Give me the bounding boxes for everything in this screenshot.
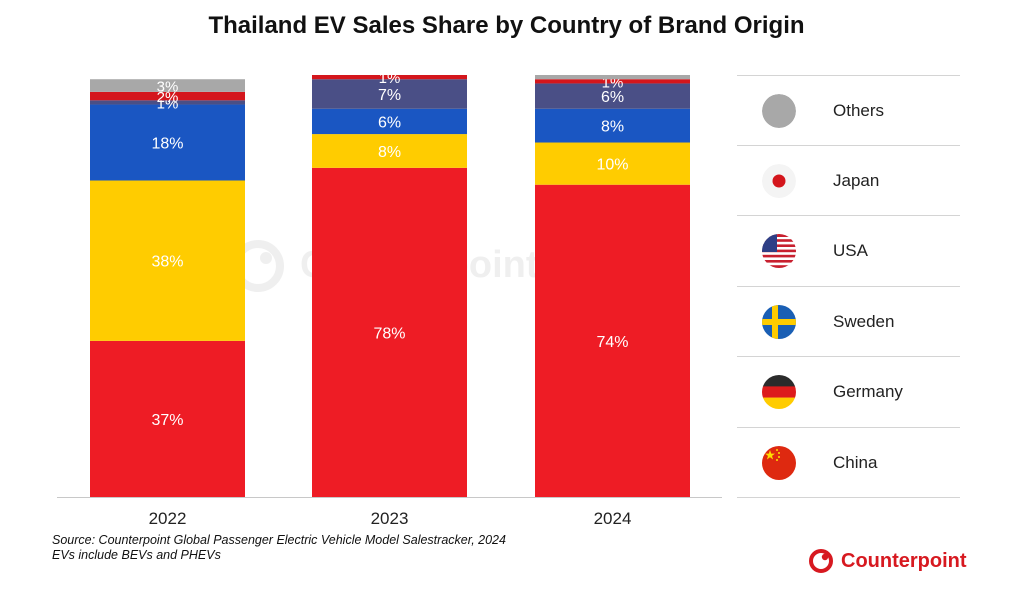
legend-label: Sweden	[833, 312, 895, 331]
data-label-usa-2023: 7%	[378, 87, 401, 104]
data-label-china-2024: 74%	[596, 334, 628, 351]
data-label-sweden-2023: 6%	[378, 114, 401, 131]
data-label-sweden-2024: 8%	[601, 119, 624, 136]
brand-name: Counterpoint	[841, 550, 967, 572]
legend-item-sweden: Sweden	[737, 286, 960, 356]
bar-segment-usa-2024	[535, 83, 690, 109]
legend-item-germany: Germany	[737, 356, 960, 426]
sweden-flag-icon	[762, 305, 796, 339]
data-label-china-2023: 78%	[373, 325, 405, 342]
germany-flag-icon	[762, 375, 796, 409]
counterpoint-logo-icon	[809, 549, 833, 573]
legend-item-usa: USA	[737, 215, 960, 285]
source-line: Source: Counterpoint Global Passenger El…	[52, 533, 506, 547]
bar-segment-germany-2023	[312, 134, 467, 168]
bar-segment-others-2024	[535, 75, 690, 80]
data-label-japan-2022: 2%	[157, 89, 179, 106]
footnote-line: EVs include BEVs and PHEVs	[52, 548, 221, 562]
legend-label: Others	[833, 101, 885, 120]
legend-label: Japan	[833, 171, 880, 190]
bar-segment-sweden-2022	[90, 104, 245, 181]
others-circle-icon	[762, 94, 796, 128]
legend-item-japan: Japan	[737, 145, 960, 215]
data-label-germany-2023: 8%	[378, 144, 401, 161]
data-label-germany-2024: 10%	[596, 157, 628, 174]
x-tick-label-2024: 2024	[594, 509, 632, 528]
source-note: Source: Counterpoint Global Passenger El…	[52, 533, 506, 563]
bar-segment-usa-2022	[90, 100, 245, 105]
bar-segment-china-2023	[312, 167, 467, 497]
bar-segment-usa-2023	[312, 79, 467, 109]
data-label-usa-2024: 6%	[601, 89, 624, 106]
bar-segment-japan-2024	[535, 79, 690, 84]
legend-label: Germany	[833, 382, 903, 401]
bar-segment-germany-2024	[535, 142, 690, 185]
bar-segment-sweden-2024	[535, 108, 690, 143]
legend-label: China	[833, 453, 878, 472]
bar-segment-germany-2022	[90, 180, 245, 341]
usa-flag-icon	[762, 234, 796, 268]
chart-title: Thailand EV Sales Share by Country of Br…	[208, 12, 805, 39]
data-label-germany-2022: 38%	[151, 254, 183, 271]
x-tick-label-2022: 2022	[149, 509, 187, 528]
bar-segment-china-2022	[90, 340, 245, 497]
china-flag-icon	[762, 446, 796, 480]
legend-item-others: Others	[737, 75, 960, 145]
legend-item-china: China	[737, 427, 960, 498]
japan-flag-icon	[762, 164, 796, 198]
bar-segment-japan-2022	[90, 91, 245, 101]
x-tick-label-2023: 2023	[371, 509, 409, 528]
data-label-others-2022: 3%	[157, 79, 179, 96]
bar-segment-japan-2023	[312, 75, 467, 80]
legend-label: USA	[833, 241, 868, 260]
bar-segment-china-2024	[535, 184, 690, 497]
bar-segment-others-2022	[90, 79, 245, 92]
data-label-china-2022: 37%	[151, 412, 183, 429]
data-label-sweden-2022: 18%	[151, 136, 183, 153]
data-label-japan-2023: 1%	[379, 70, 401, 87]
bar-segment-sweden-2023	[312, 108, 467, 135]
